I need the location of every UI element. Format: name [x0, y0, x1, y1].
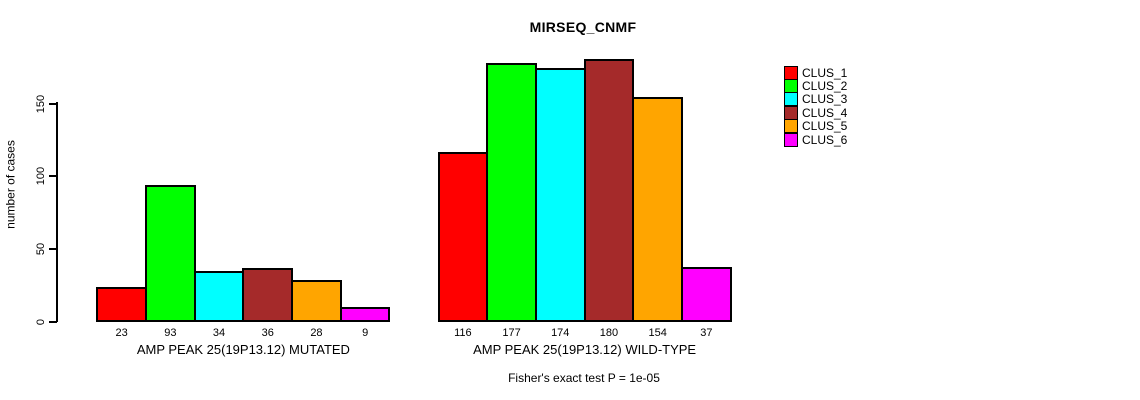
bar-value-label: 154	[648, 327, 667, 339]
legend-label: CLUS_4	[802, 105, 848, 120]
y-tick-label: 0	[35, 318, 47, 325]
y-axis-title: number of cases	[3, 140, 18, 229]
x-axis-label-mutated: AMP PEAK 25(19P13.12) MUTATED	[136, 342, 350, 357]
legend-swatch-clus_1	[784, 65, 798, 80]
y-tick-label: 50	[35, 242, 47, 255]
legend-label: CLUS_3	[802, 92, 848, 107]
bar-value-label: 28	[310, 327, 323, 339]
bar-value-label: 9	[362, 327, 369, 339]
bar-clus_2-wild-type	[486, 63, 537, 323]
bar-value-label: 34	[212, 327, 226, 339]
bar-value-label: 93	[164, 327, 177, 339]
bar-clus_2-mutated	[145, 185, 196, 323]
bar-clus_6-mutated	[339, 307, 391, 323]
bar-clus_4-wild-type	[583, 58, 635, 323]
legend-label: CLUS_5	[802, 119, 848, 134]
chart-title: MIRSEQ_CNMF	[529, 19, 637, 35]
bar-value-label: 174	[551, 327, 570, 339]
bar-value-label: 36	[261, 327, 274, 339]
bar-clus_6-wild-type	[681, 266, 732, 323]
legend-swatch-clus_4	[784, 105, 798, 120]
y-tick-mark	[49, 175, 57, 178]
legend-label: CLUS_2	[802, 78, 848, 93]
y-tick-mark	[49, 102, 57, 105]
y-tick-label: 150	[35, 94, 47, 113]
y-axis-line	[56, 102, 58, 322]
bar-value-label: 37	[700, 327, 713, 339]
bar-clus_1-wild-type	[437, 151, 489, 323]
bar-value-label: 23	[115, 327, 128, 339]
bar-clus_3-mutated	[193, 271, 245, 323]
legend-swatch-clus_6	[784, 132, 798, 147]
y-tick-mark	[49, 320, 57, 323]
bar-value-label: 180	[599, 327, 619, 339]
legend-label: CLUS_6	[802, 132, 848, 147]
legend-swatch-clus_3	[784, 92, 798, 107]
bar-value-label: 116	[454, 327, 472, 339]
bar-clus_4-mutated	[242, 268, 294, 323]
y-tick-label: 100	[35, 166, 47, 186]
x-axis-label-wild-type: AMP PEAK 25(19P13.12) WILD-TYPE	[473, 342, 697, 357]
annotation-text: Fisher's exact test P = 1e-05	[508, 371, 660, 385]
legend-swatch-clus_5	[784, 119, 798, 134]
bar-value-label: 177	[502, 327, 521, 339]
legend-swatch-clus_2	[784, 78, 798, 93]
bar-clus_3-wild-type	[534, 67, 586, 323]
bar-clus_5-mutated	[291, 279, 342, 323]
y-tick-mark	[49, 247, 57, 250]
legend-label: CLUS_1	[802, 65, 848, 80]
bar-clus_1-mutated	[96, 287, 147, 323]
bar-clus_5-wild-type	[632, 96, 683, 323]
